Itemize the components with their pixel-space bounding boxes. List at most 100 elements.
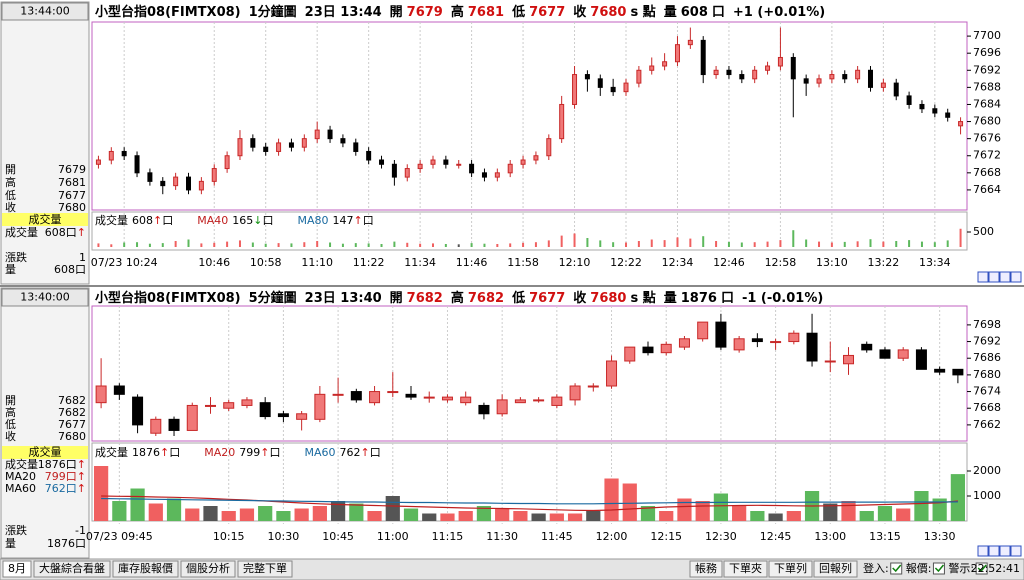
- side-value-part: 1876口: [38, 458, 77, 471]
- status-check: [890, 562, 903, 575]
- side-value: 608口: [54, 263, 86, 276]
- candle-body: [770, 341, 782, 344]
- candle-body: [150, 418, 162, 434]
- tab[interactable]: [112, 560, 179, 578]
- zoom-button[interactable]: [1010, 271, 1022, 283]
- status-label: 登入:: [863, 561, 889, 575]
- chart-header-part: s 點: [630, 290, 655, 306]
- tab-label[interactable]: 庫存股報價: [118, 561, 173, 575]
- volume-legend-part: 147: [332, 214, 353, 227]
- side-value: 7680: [58, 201, 86, 214]
- y-tick-label: 7668: [973, 166, 1001, 179]
- x-tick-label: 07/23 09:45: [86, 530, 153, 543]
- toolbar-label[interactable]: 下單夾: [729, 562, 762, 575]
- tab-label[interactable]: 大盤綜合看盤: [39, 561, 105, 575]
- candle-body: [777, 56, 783, 67]
- volume-bar: [792, 230, 795, 247]
- chart-header-part: 小型台指08(FIMTX08): [95, 290, 241, 306]
- side-value-part: ↑: [77, 482, 86, 495]
- candle-body: [160, 180, 166, 187]
- toolbar-label[interactable]: 回報列: [819, 561, 852, 575]
- volume-bar: [612, 242, 615, 247]
- candle-body: [713, 69, 719, 76]
- tab[interactable]: [33, 560, 111, 578]
- side-value: 7682: [58, 394, 86, 407]
- toolbar-button[interactable]: [723, 560, 768, 578]
- toolbar-button[interactable]: [813, 560, 858, 578]
- volume-bar: [522, 242, 525, 247]
- chart-header-part: 口: [712, 5, 725, 20]
- side-value: 1876口↑: [38, 458, 86, 471]
- volume-bar: [933, 242, 936, 247]
- candle-body: [494, 172, 500, 178]
- toolbar-button[interactable]: [768, 560, 813, 578]
- candle-body: [108, 150, 114, 161]
- tab-label[interactable]: 8月: [8, 562, 26, 575]
- volume-bar: [586, 511, 601, 521]
- zoom-button[interactable]: [988, 271, 1000, 283]
- candle-body: [610, 86, 616, 93]
- candle-body: [263, 146, 269, 152]
- tab[interactable]: [180, 560, 236, 578]
- zoom-button[interactable]: [988, 545, 1000, 557]
- candle-body: [168, 418, 180, 431]
- y-tick-label: 500: [973, 225, 994, 238]
- candle-body: [662, 61, 668, 67]
- candle-body: [314, 129, 320, 140]
- volume-bar: [316, 241, 319, 247]
- volume-bar: [221, 511, 236, 521]
- toolbar-label[interactable]: 下單列: [774, 561, 807, 575]
- volume-legend-part: 799: [239, 446, 260, 459]
- y-tick-label: 7700: [973, 29, 1001, 42]
- tab[interactable]: [237, 560, 293, 578]
- chart-header-part: 23日 13:40: [305, 291, 382, 306]
- volume-bar: [496, 244, 499, 247]
- volume-bar: [779, 240, 782, 247]
- zoom-button[interactable]: [1010, 545, 1022, 557]
- y-tick-label: 7692: [973, 335, 1001, 348]
- y-tick-label: 7674: [973, 385, 1001, 398]
- volume-bar: [349, 503, 364, 521]
- chart-header-part: 量: [664, 5, 677, 20]
- candle-body: [880, 82, 886, 88]
- volume-bar: [818, 241, 821, 247]
- volume-bar: [341, 243, 344, 247]
- volume-bar: [312, 506, 327, 521]
- volume-bar: [740, 242, 743, 247]
- zoom-button[interactable]: [999, 271, 1011, 283]
- candle-body: [423, 396, 435, 399]
- volume-bar: [329, 242, 332, 247]
- volume-legend-part: MA20: [204, 446, 235, 459]
- x-tick-label: 12:46: [713, 256, 745, 269]
- candle-body: [752, 69, 758, 80]
- volume-bar: [444, 244, 447, 247]
- volume-bar: [380, 244, 383, 247]
- volume-bar: [393, 241, 396, 247]
- volume-bar: [768, 513, 783, 521]
- toolbar-button[interactable]: [689, 560, 723, 578]
- candle-body: [649, 65, 655, 71]
- candle-body: [660, 343, 672, 354]
- tab-label[interactable]: 個股分析: [186, 561, 230, 575]
- y-tick-label: 7680: [973, 368, 1001, 381]
- volume-bar: [354, 243, 357, 247]
- zoom-button[interactable]: [977, 545, 989, 557]
- zoom-button[interactable]: [977, 271, 989, 283]
- zoom-controls[interactable]: [977, 271, 1022, 557]
- chart-header-part: 1876: [681, 291, 717, 306]
- x-tick-label: 12:30: [705, 530, 737, 543]
- tab-label[interactable]: 完整下單: [243, 561, 287, 575]
- x-tick-label: 13:00: [814, 530, 846, 543]
- volume-bar: [843, 241, 846, 247]
- chart-header-part: -1 (-0.01%): [742, 291, 823, 306]
- candle-body: [806, 332, 818, 362]
- toolbar-label[interactable]: 帳務: [695, 561, 717, 575]
- x-tick-label: 13:30: [924, 530, 956, 543]
- volume-bar: [303, 242, 306, 247]
- volume-bar: [830, 242, 833, 247]
- tab[interactable]: [2, 560, 32, 578]
- side-label: 成交量: [5, 457, 38, 471]
- zoom-button[interactable]: [999, 545, 1011, 557]
- volume-bar: [625, 242, 628, 247]
- volume-bar: [560, 235, 563, 247]
